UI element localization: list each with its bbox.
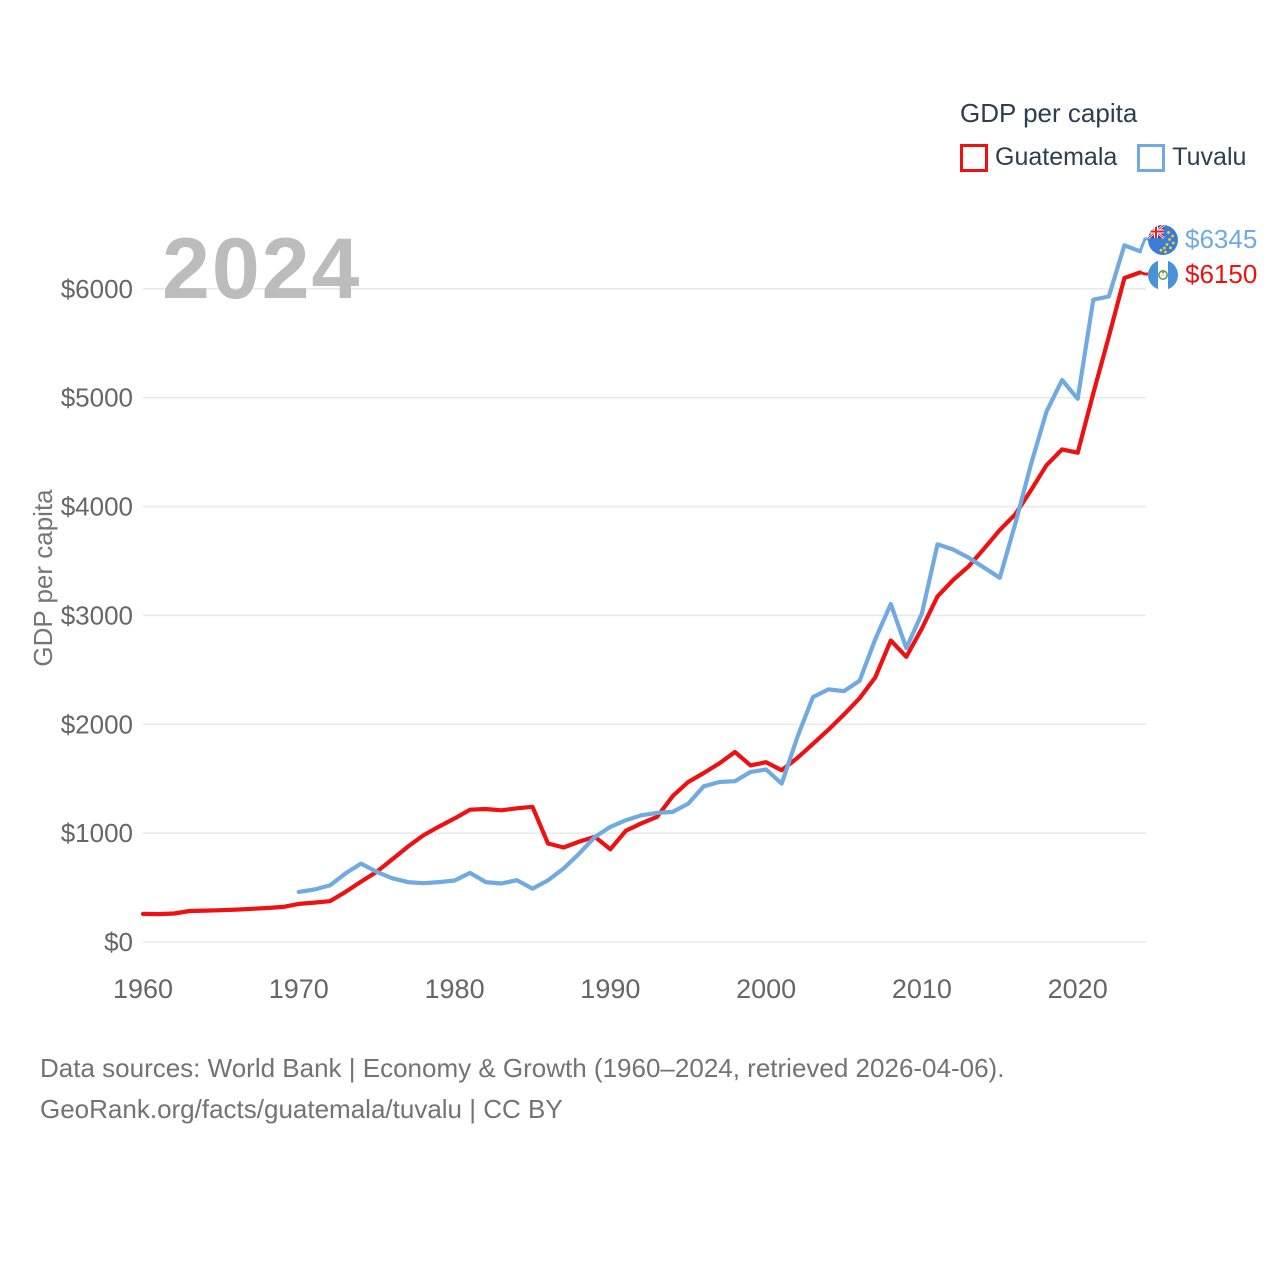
gdp-line-chart: $0 $1000 $2000 $3000 $4000 $5000 $6000 1960 1970…: [28, 237, 1151, 1004]
x-tick-label: 1960: [113, 974, 173, 1004]
y-tick-label: $2000: [61, 709, 133, 739]
y-tick-label: $6000: [61, 274, 133, 304]
y-tick-label: $1000: [61, 818, 133, 848]
tuvalu-end-label: $6345: [1148, 224, 1257, 255]
legend-items: Guatemala Tuvalu: [960, 143, 1260, 172]
tuvalu-series-swatch: [1137, 143, 1166, 172]
x-tick-label: 1990: [580, 974, 640, 1004]
guatemala-end-value: $6150: [1185, 259, 1258, 289]
y-tick-label: $3000: [61, 600, 133, 630]
x-tick-label: 2010: [892, 974, 952, 1004]
tuvalu-end-value: $6345: [1185, 224, 1258, 254]
series-line-guatemala: [140, 270, 1143, 917]
y-tick-label: $5000: [61, 383, 133, 413]
x-tick-label: 1970: [269, 974, 329, 1004]
x-tick-label: 1980: [425, 974, 485, 1004]
legend-item-guatemala[interactable]: Guatemala: [960, 143, 1117, 172]
legend-item-tuvalu[interactable]: Tuvalu: [1137, 143, 1246, 172]
guatemala-series-swatch: [960, 143, 988, 172]
legend-item-label: Guatemala: [995, 143, 1118, 171]
y-tick-label: $0: [104, 927, 133, 957]
x-tick-label: 2000: [736, 974, 796, 1004]
footer-sources-line: Data sources: World Bank | Economy & Gro…: [40, 1053, 1005, 1083]
y-tick-label: $4000: [61, 492, 133, 522]
guatemala-end-label: $6150: [1148, 259, 1257, 290]
x-tick-label: 2020: [1048, 974, 1108, 1004]
guatemala-flag-icon: [1148, 259, 1178, 290]
legend-title: GDP per capita: [960, 98, 1138, 128]
chart-footer: Data sources: World Bank | Economy & Gro…: [40, 1048, 1004, 1130]
year-watermark: 2024: [162, 221, 362, 317]
y-axis-title: GDP per capita: [28, 489, 58, 667]
series-line-tuvalu: [296, 243, 1143, 895]
tuvalu-flag-icon: [1148, 224, 1178, 255]
legend-item-label: Tuvalu: [1172, 143, 1247, 171]
footer-attribution-line: GeoRank.org/facts/guatemala/tuvalu | CC …: [40, 1094, 563, 1124]
chart-legend: GDP per capita Guatemala Tuvalu: [960, 98, 1260, 172]
